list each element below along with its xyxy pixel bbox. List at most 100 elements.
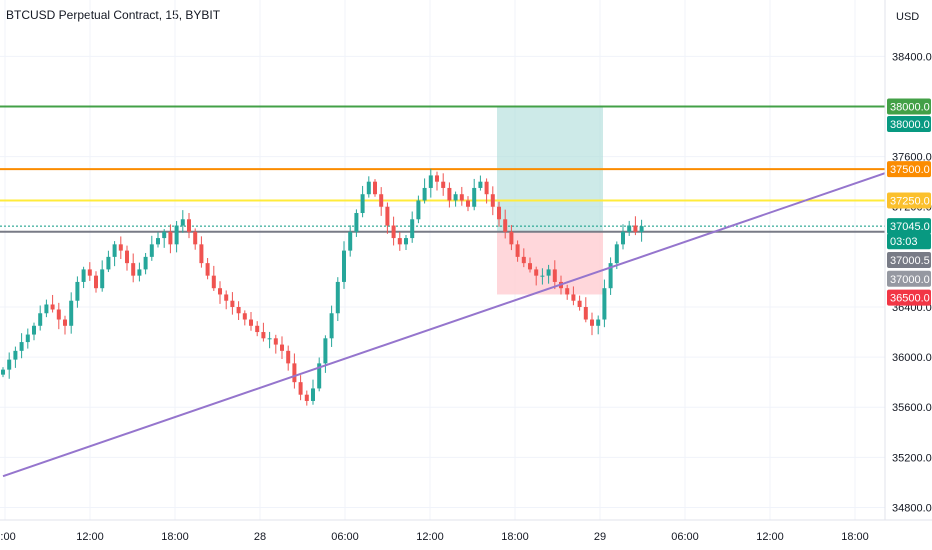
price-tick-label: 34800.0: [892, 502, 932, 514]
price-tag-label: 36500.0: [890, 293, 930, 305]
candle-up: [602, 288, 607, 320]
candle-down: [379, 194, 384, 207]
price-tick-label: 38400.0: [892, 51, 932, 63]
candle-up: [614, 244, 619, 264]
candle-down: [205, 263, 210, 276]
candle-up: [112, 244, 117, 257]
candle-down: [435, 175, 439, 182]
time-axis-bg[interactable]: [0, 520, 932, 550]
candle-down: [94, 275, 98, 289]
candle-up: [404, 238, 408, 245]
price-tag: [887, 270, 931, 287]
candle-up: [317, 363, 322, 389]
candle-down: [63, 319, 67, 326]
time-tick-label: 12:00: [76, 531, 104, 543]
candle-down: [633, 225, 638, 232]
candle-down: [583, 306, 588, 320]
candle-up: [329, 313, 334, 339]
trend-line[interactable]: [2, 155, 932, 478]
candle-down: [50, 304, 55, 310]
candle-down: [56, 309, 61, 320]
price-tags: 38000.0 38000.0 37500.0 37250.0 37045.0 03:03…: [887, 98, 931, 306]
candle-down: [565, 288, 570, 295]
loss-zone: [497, 231, 603, 295]
price-tag: [887, 218, 931, 235]
price-tag-label: 03:03: [890, 236, 918, 248]
candle-up: [311, 388, 315, 401]
candle-down: [552, 269, 557, 282]
candle-down: [441, 181, 446, 188]
candle-up: [608, 263, 613, 289]
candle-down: [459, 194, 464, 201]
time-tick-label: 06:00: [671, 531, 699, 543]
candle-down: [298, 382, 303, 395]
candle-up: [13, 350, 18, 360]
candle-up: [25, 334, 30, 343]
candle-down: [397, 238, 402, 245]
grid: [0, 0, 885, 520]
price-tag: [887, 289, 931, 306]
candle-up: [143, 256, 148, 270]
candle-up: [366, 181, 371, 195]
time-axis[interactable]: 5:00 12:00 18:00 28 06:00 12:00 18:00 29 06:00 12…: [0, 531, 869, 543]
price-tick-label: 37600.0: [892, 152, 932, 164]
candle-up: [323, 338, 328, 364]
candle-down: [249, 319, 253, 326]
candle-up: [627, 225, 632, 232]
time-tick-label: 06:00: [331, 531, 359, 543]
candle-up: [174, 225, 179, 245]
candle-down: [509, 231, 514, 245]
candle-up: [453, 194, 458, 201]
time-tick-label: 12:00: [756, 531, 784, 543]
currency-label: USD: [896, 11, 919, 23]
price-tag: [887, 116, 931, 133]
horizontal-levels[interactable]: [0, 105, 885, 233]
candle-up: [342, 250, 346, 282]
candle-up: [75, 281, 80, 301]
price-tag-label: 37250.0: [890, 195, 930, 207]
price-tag-label: 37000.0: [890, 274, 930, 286]
candle-up: [32, 325, 36, 335]
price-tag: [887, 233, 931, 250]
candle-up: [596, 319, 601, 326]
price-tag-label: 38000.0: [890, 102, 930, 114]
candle-up: [162, 231, 167, 239]
candle-down: [218, 288, 222, 295]
candle-down: [118, 244, 123, 251]
candle-down: [484, 181, 489, 195]
candle-down: [447, 187, 452, 201]
candle-down: [521, 256, 526, 264]
time-tick-label: 18:00: [501, 531, 529, 543]
candle-down: [230, 300, 235, 307]
candle-up: [156, 238, 160, 245]
time-tick-label: 29: [594, 531, 606, 543]
candle-down: [490, 194, 495, 207]
candle-up: [422, 187, 427, 201]
candle-up: [360, 194, 365, 214]
time-tick-label: 28: [254, 531, 266, 543]
candle-up: [348, 231, 353, 251]
candle-up: [69, 300, 74, 326]
candle-up: [540, 275, 545, 277]
candle-up: [546, 269, 551, 276]
candle-down: [286, 350, 291, 364]
candle-down: [528, 263, 532, 270]
candle-down: [515, 244, 520, 257]
candle-down: [242, 313, 247, 320]
candle-down: [466, 200, 470, 207]
candle-down: [131, 263, 136, 276]
price-tag: [887, 98, 931, 115]
candle-down: [280, 344, 284, 351]
candle-up: [478, 181, 483, 188]
candle-up: [137, 269, 142, 276]
candle-up: [81, 269, 86, 282]
price-tag: [887, 252, 931, 268]
time-tick-label: 18:00: [161, 531, 189, 543]
price-tag: [887, 161, 931, 178]
candle-down: [385, 206, 390, 226]
candle-up: [472, 187, 477, 207]
candle-up: [428, 175, 433, 188]
candles: [1, 168, 644, 406]
candle-down: [261, 332, 266, 339]
